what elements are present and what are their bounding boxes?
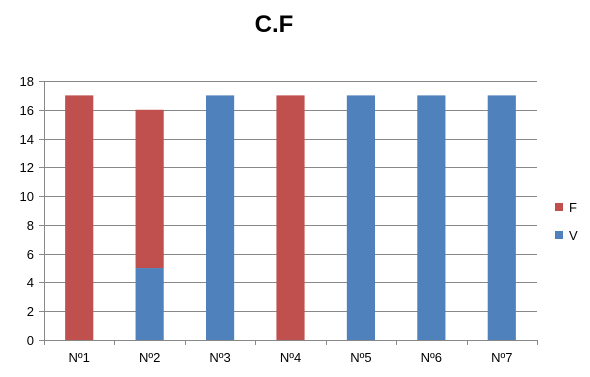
bars (65, 95, 516, 340)
x-tick-label: Nº6 (421, 350, 442, 365)
y-axis-tick-labels: 0 2 4 6 8 10 12 14 16 18 (20, 74, 34, 348)
chart-title: C.F (255, 11, 294, 38)
bar-f-2 (135, 109, 164, 269)
legend-swatch-f (555, 203, 563, 211)
x-tick-label: Nº7 (491, 350, 512, 365)
bar-v-6 (417, 95, 446, 340)
axes (39, 81, 538, 345)
bar-f-4 (276, 95, 305, 340)
y-tick-label: 0 (27, 333, 34, 348)
legend-swatch-v (555, 231, 563, 239)
y-tick-label: 10 (20, 189, 34, 204)
legend: FV (555, 200, 578, 243)
bar-v-2 (135, 268, 164, 340)
bar-v-5 (346, 95, 376, 340)
y-tick-label: 2 (27, 304, 34, 319)
y-tick-label: 8 (27, 218, 34, 233)
y-tick-label: 18 (20, 74, 34, 89)
bar-v-3 (205, 95, 235, 340)
y-tick-label: 12 (20, 160, 34, 175)
x-tick-label: Nº5 (350, 350, 371, 365)
y-tick-label: 4 (27, 275, 34, 290)
legend-label-f: F (569, 200, 577, 215)
x-tick-label: Nº4 (280, 350, 301, 365)
bar-v-7 (487, 95, 516, 340)
x-axis-tick-labels: Nº1 Nº2 Nº3 Nº4 Nº5 Nº6 Nº7 (69, 350, 513, 365)
x-tick-label: Nº3 (209, 350, 230, 365)
y-tick-label: 14 (20, 132, 34, 147)
legend-label-v: V (569, 228, 578, 243)
bar-f-1 (65, 95, 94, 340)
x-tick-label: Nº2 (139, 350, 160, 365)
y-tick-label: 6 (27, 247, 34, 262)
y-tick-label: 16 (20, 103, 34, 118)
x-tick-label: Nº1 (69, 350, 90, 365)
